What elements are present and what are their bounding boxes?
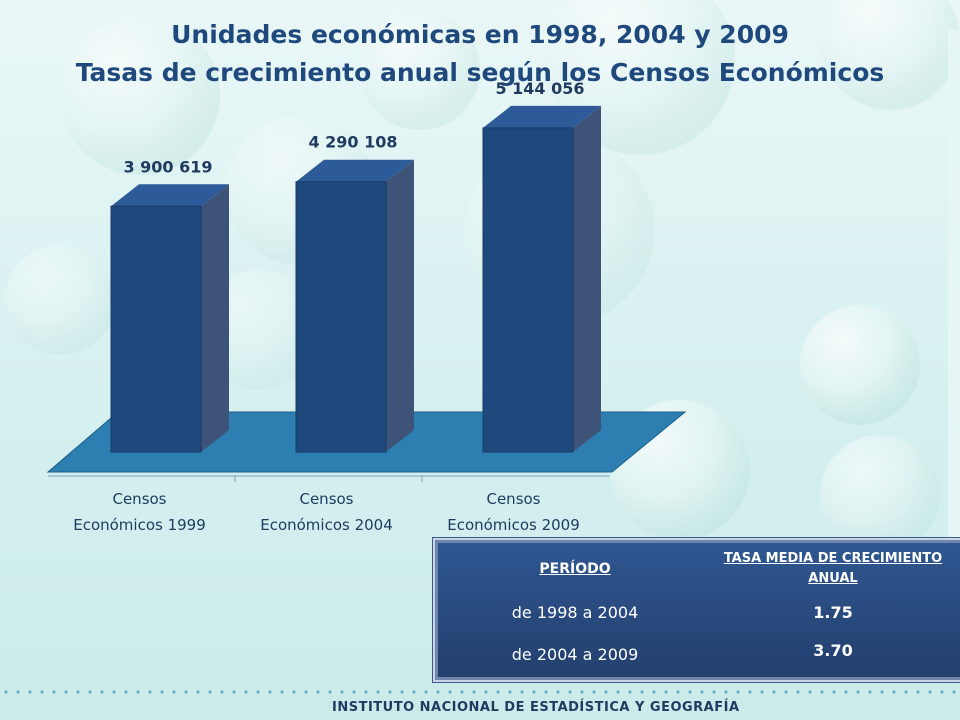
category-label-2-line-2: Económicos 2004 bbox=[260, 516, 393, 534]
table-row-2-rate: 3.70 bbox=[813, 641, 853, 660]
bar-2 bbox=[295, 181, 387, 453]
bar-top-2 bbox=[296, 159, 414, 182]
category-label-2-line-1: Censos bbox=[299, 490, 353, 508]
chart-subtitle: Tasas de crecimiento anual según los Cen… bbox=[75, 58, 885, 87]
table-header-period: PERÍODO bbox=[539, 561, 611, 577]
bar-side-2 bbox=[386, 159, 414, 452]
bar-top-1 bbox=[111, 184, 229, 207]
category-label-3-line-1: Censos bbox=[486, 490, 540, 508]
table-row-1-period: de 1998 a 2004 bbox=[511, 603, 639, 622]
institution-name: INSTITUTO NACIONAL DE ESTADÍSTICA Y GEOG… bbox=[332, 700, 740, 715]
bar-top-3 bbox=[483, 105, 601, 128]
bar-chart: 3 900 619 Censos Económicos 1999 4 290 108 C… bbox=[46, 79, 687, 534]
footer-dotted-line bbox=[0, 690, 960, 694]
right-edge-strip bbox=[948, 30, 960, 670]
bar-1 bbox=[110, 205, 202, 453]
bar-side-1 bbox=[201, 184, 229, 453]
table-row-2-period: de 2004 a 2009 bbox=[511, 645, 639, 664]
bar-3 bbox=[482, 127, 574, 453]
bar-value-label-3: 5 144 056 bbox=[495, 79, 584, 98]
category-label-1-line-1: Censos bbox=[112, 490, 166, 508]
chart-title: Unidades económicas en 1998, 2004 y 2009 bbox=[171, 20, 789, 49]
table-header-rate: TASA MEDIA DE CRECIMIENTO ANUAL bbox=[723, 551, 943, 586]
category-label-3-line-2: Económicos 2009 bbox=[447, 516, 580, 534]
category-label-1-line-2: Económicos 1999 bbox=[73, 516, 206, 534]
growth-rate-table: PERÍODO TASA MEDIA DE CRECIMIENTO ANUAL … bbox=[435, 540, 960, 680]
table-row-1-rate: 1.75 bbox=[813, 603, 853, 622]
bar-side-3 bbox=[573, 105, 601, 452]
bar-value-label-1: 3 900 619 bbox=[123, 157, 212, 176]
bar-value-label-2: 4 290 108 bbox=[308, 133, 397, 152]
